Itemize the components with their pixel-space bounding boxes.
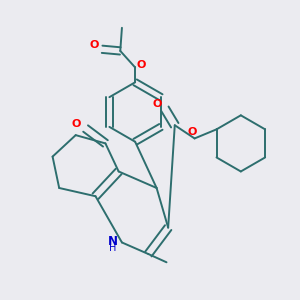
Text: N: N	[108, 235, 118, 248]
Text: H: H	[109, 243, 116, 254]
Text: O: O	[136, 60, 146, 70]
Text: O: O	[89, 40, 98, 50]
Text: O: O	[72, 118, 81, 129]
Text: O: O	[153, 99, 162, 110]
Text: O: O	[187, 128, 196, 137]
